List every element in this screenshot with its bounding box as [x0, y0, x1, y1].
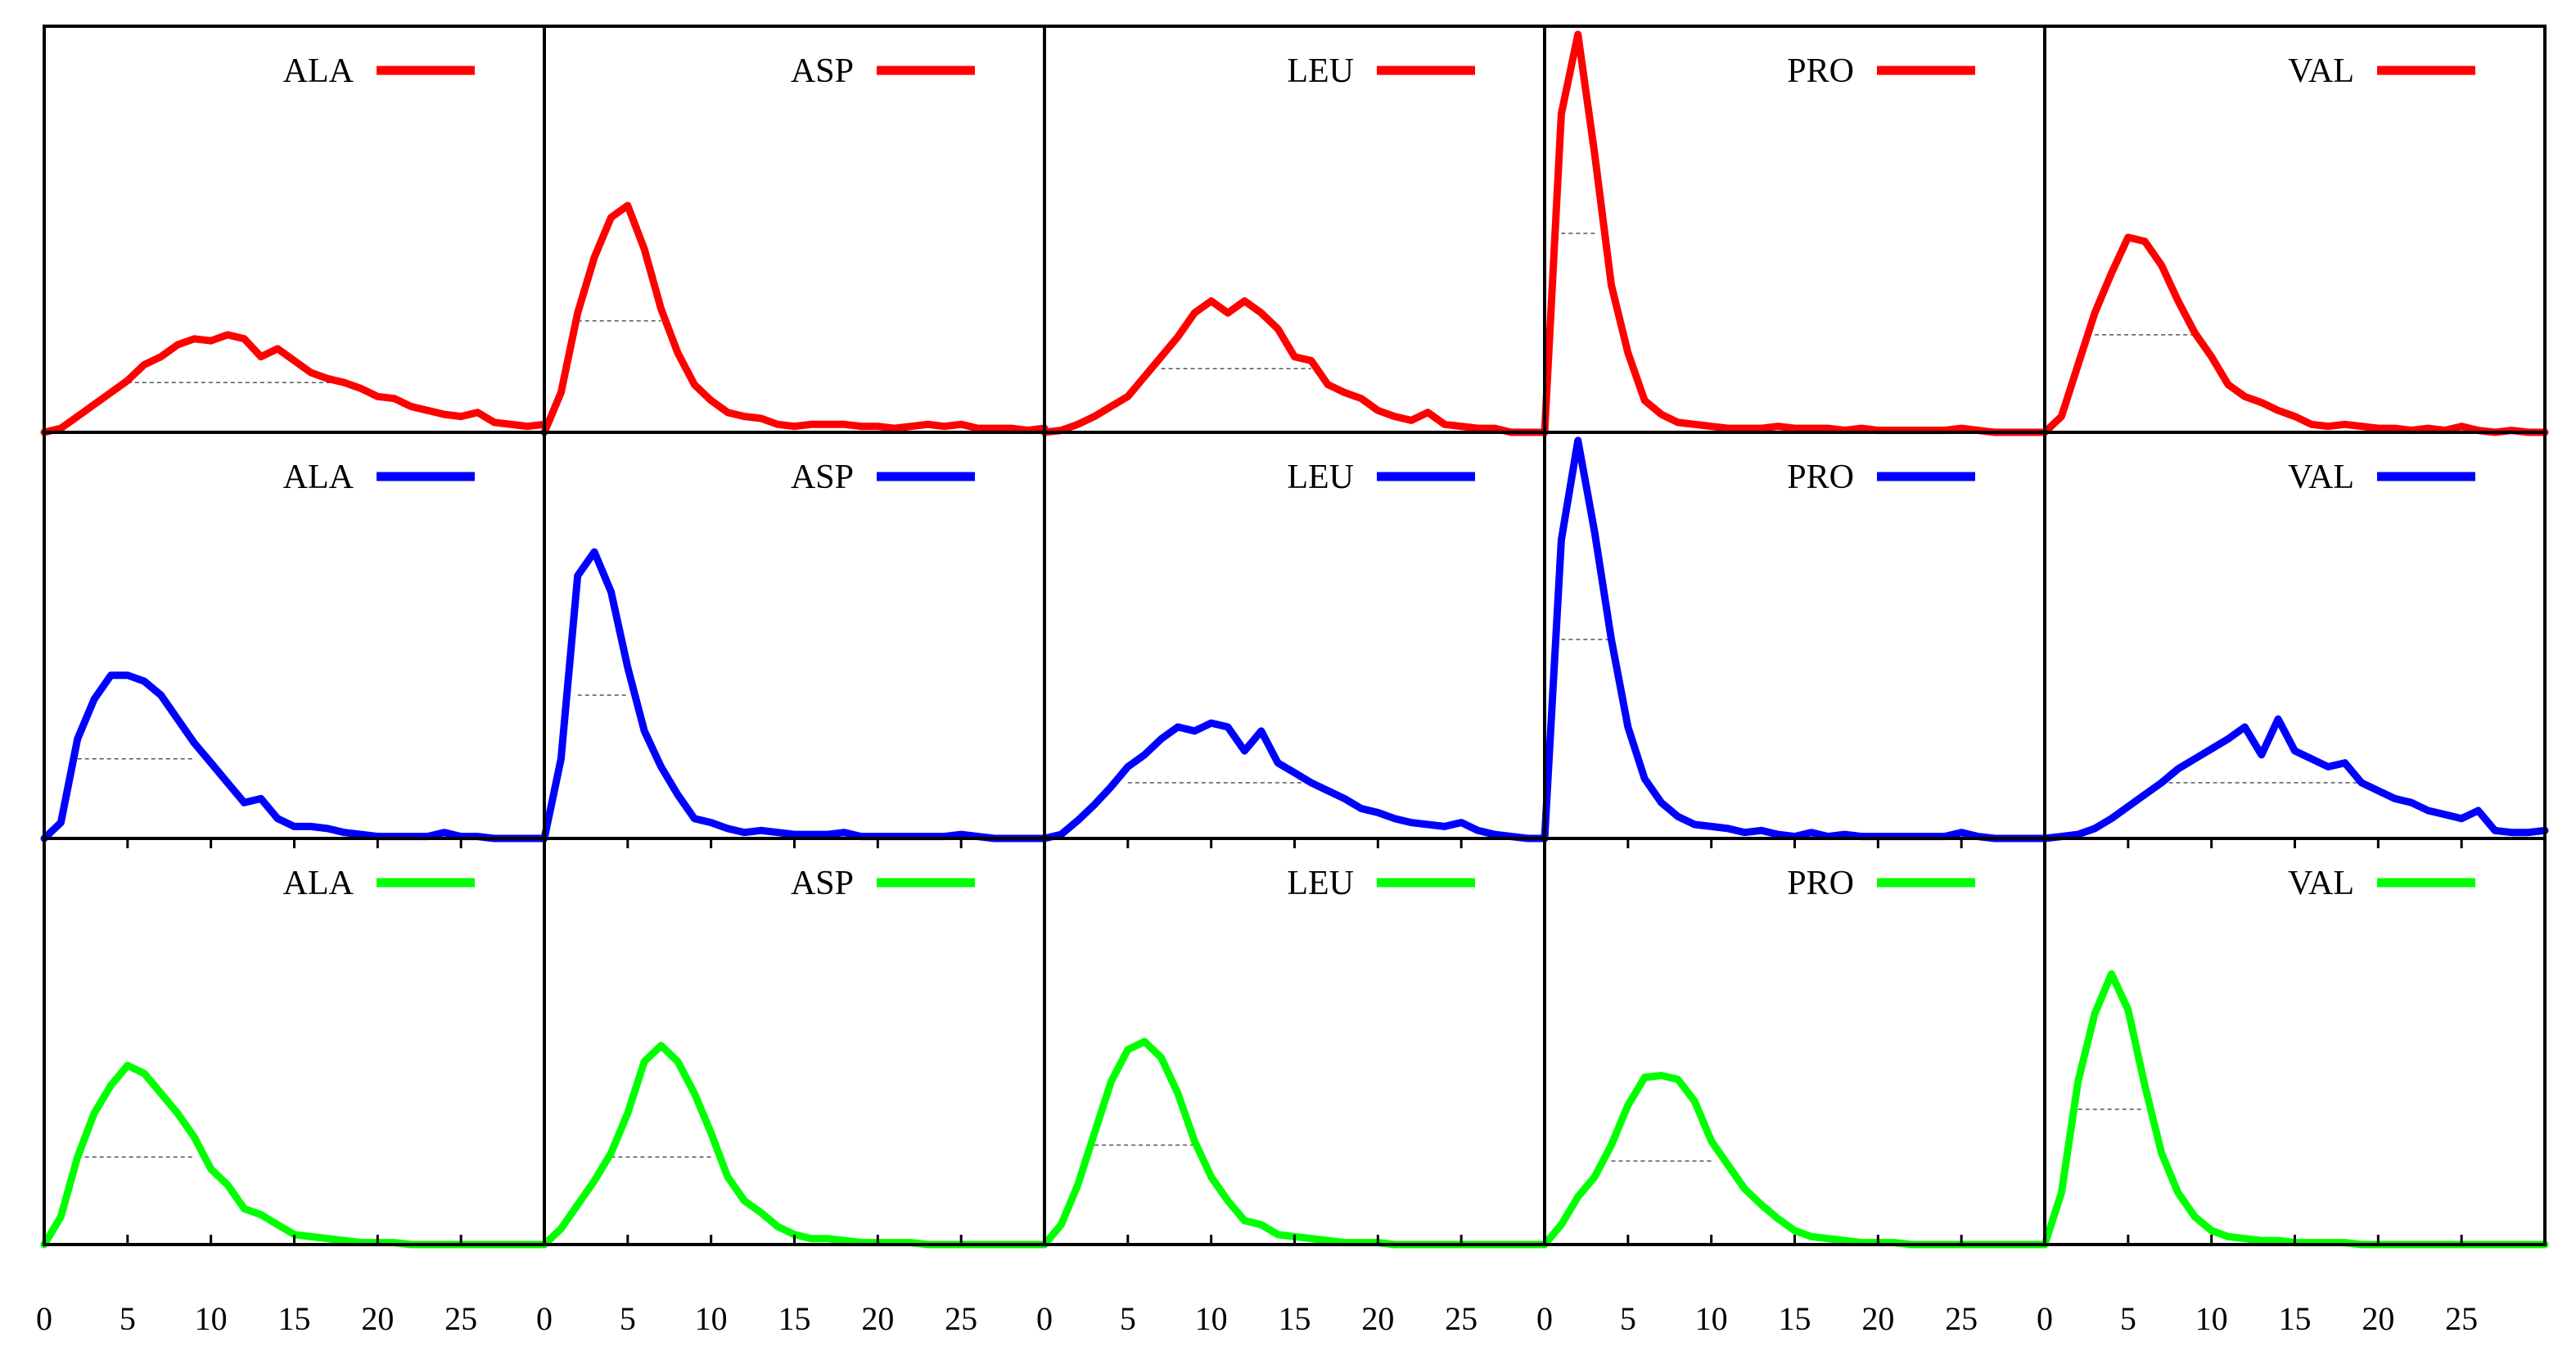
legend-label-pro-row1: PRO [1787, 52, 1854, 90]
x-tick-label: 25 [945, 1300, 977, 1337]
x-tick-label: 10 [695, 1300, 728, 1337]
x-tick-label: 15 [778, 1300, 811, 1337]
x-tick-label: 10 [195, 1300, 228, 1337]
x-tick-label: 5 [2120, 1300, 2136, 1337]
x-tick-label: 5 [620, 1300, 636, 1337]
series-line-ala-row2 [40, 671, 548, 843]
x-tick-label: 5 [1620, 1300, 1636, 1337]
x-tick-label: 25 [1445, 1300, 1477, 1337]
legend-label-pro-row3: PRO [1787, 865, 1854, 902]
legend-label-val-row2: VAL [2288, 459, 2354, 496]
x-tick-label: 20 [2362, 1300, 2394, 1337]
series-line-leu-row1 [1040, 297, 1549, 436]
series-line-ala-row3 [40, 1061, 548, 1249]
series-line-val-row2 [2041, 715, 2549, 843]
x-tick-label: 15 [1779, 1300, 1811, 1337]
x-tick-label: 20 [1861, 1300, 1894, 1337]
x-tick-label: 20 [1361, 1300, 1394, 1337]
x-tick-label: 20 [861, 1300, 894, 1337]
legend-label-leu-row3: LEU [1287, 865, 1354, 902]
x-tick-label: 0 [2037, 1300, 2053, 1337]
x-tick-label: 20 [361, 1300, 394, 1337]
x-tick-label: 0 [36, 1300, 52, 1337]
series-line-asp-row3 [540, 1041, 1049, 1249]
legend-label-ala-row1: ALA [283, 52, 354, 90]
series-line-val-row1 [2041, 233, 2549, 436]
series-line-asp-row1 [540, 201, 1049, 436]
x-tick-label: 5 [1120, 1300, 1136, 1337]
legend-label-val-row3: VAL [2288, 865, 2354, 902]
x-tick-label: 10 [1695, 1300, 1728, 1337]
x-tick-label: 5 [120, 1300, 136, 1337]
x-tick-label: 0 [1036, 1300, 1053, 1337]
x-tick-label: 10 [1195, 1300, 1228, 1337]
series-line-leu-row3 [1040, 1037, 1549, 1249]
x-tick-label: 25 [1945, 1300, 1978, 1337]
series-line-ala-row1 [40, 331, 548, 436]
legend-label-ala-row2: ALA [283, 459, 354, 496]
series-line-asp-row2 [540, 548, 1049, 843]
legend-label-asp-row2: ASP [791, 459, 854, 496]
series-line-pro-row3 [1541, 1072, 2049, 1249]
series-line-pro-row2 [1541, 436, 2049, 843]
x-tick-label: 25 [2445, 1300, 2478, 1337]
x-tick-label: 15 [1279, 1300, 1311, 1337]
legend-label-asp-row3: ASP [791, 865, 854, 902]
x-tick-label: 25 [444, 1300, 477, 1337]
series-line-pro-row1 [1541, 30, 2049, 436]
legend-label-pro-row2: PRO [1787, 459, 1854, 496]
x-tick-label: 10 [2195, 1300, 2228, 1337]
series-line-val-row3 [2041, 970, 2549, 1249]
legend-label-leu-row2: LEU [1287, 459, 1354, 496]
legend-label-val-row1: VAL [2288, 52, 2354, 90]
x-tick-label: 0 [1536, 1300, 1553, 1337]
x-tick-label: 0 [536, 1300, 553, 1337]
x-tick-label: 15 [2279, 1300, 2312, 1337]
x-tick-label: 15 [278, 1300, 311, 1337]
legend-label-asp-row1: ASP [791, 52, 854, 90]
legend-label-leu-row1: LEU [1287, 52, 1354, 90]
series-line-leu-row2 [1040, 719, 1549, 843]
legend-label-ala-row3: ALA [283, 865, 354, 902]
